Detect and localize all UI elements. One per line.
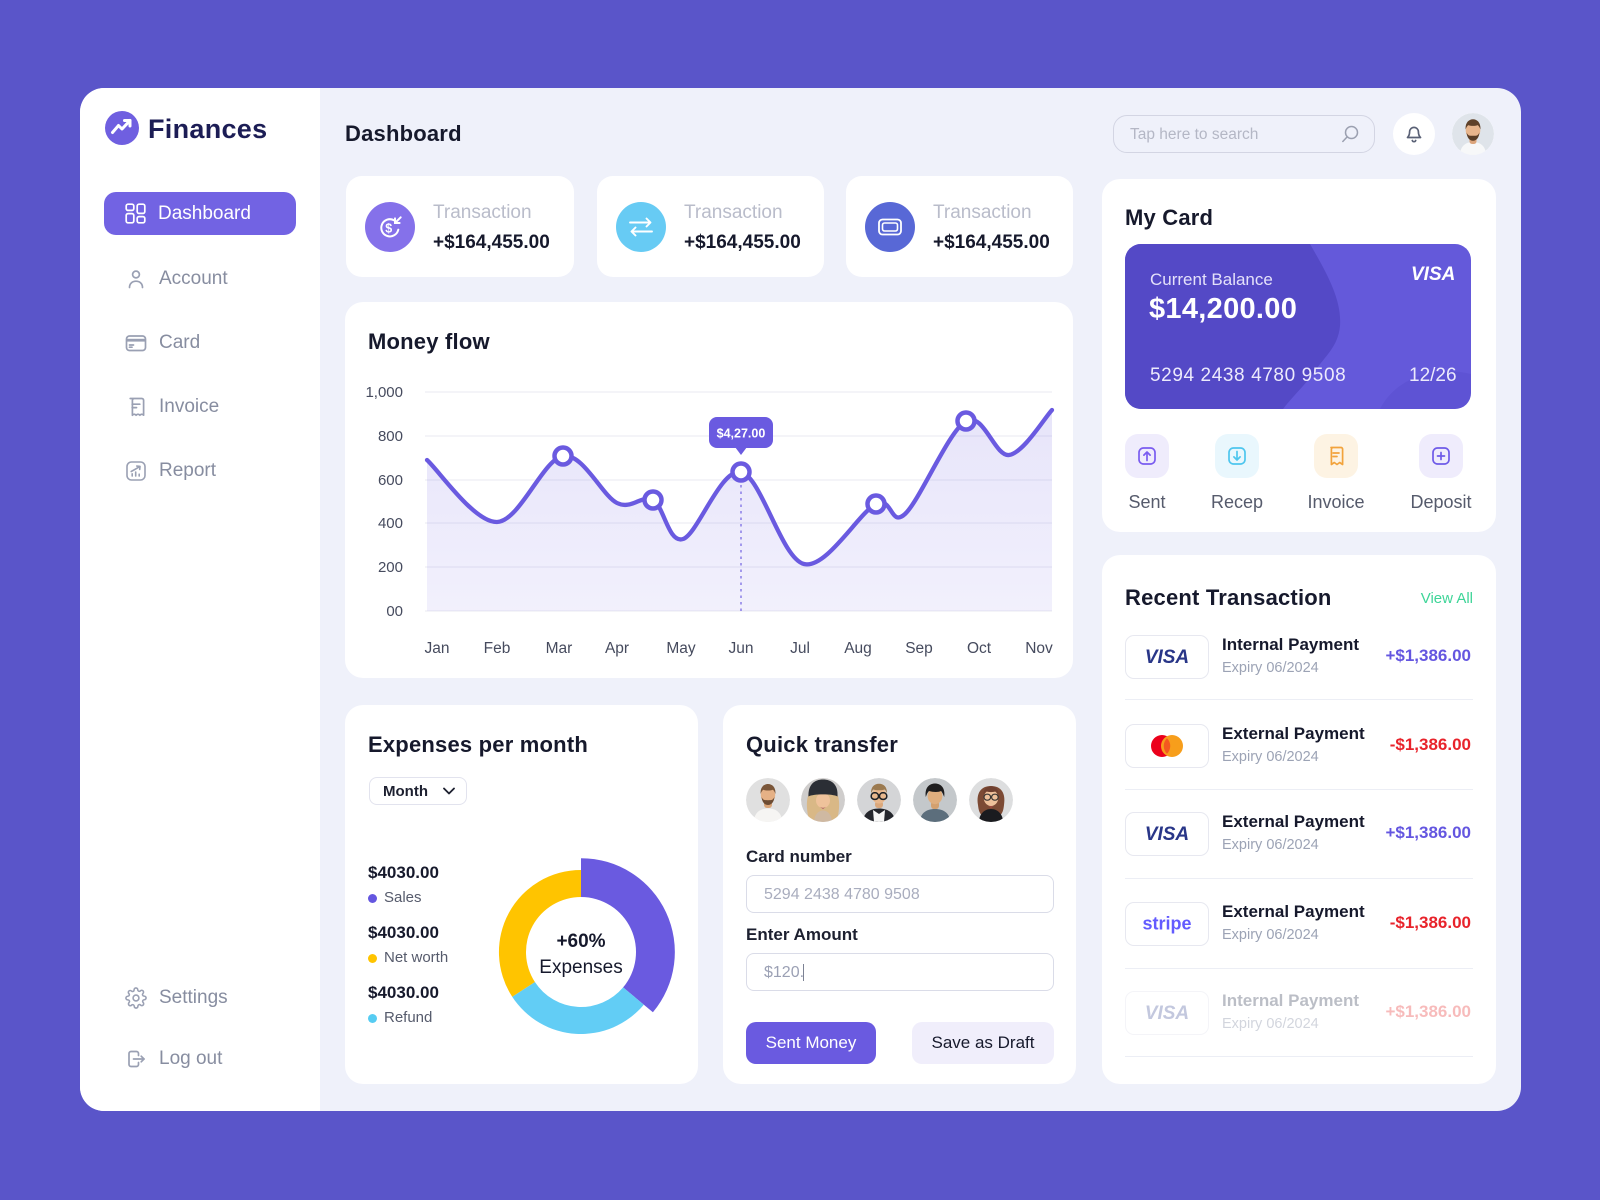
svg-text:$4,27.00: $4,27.00 [717, 427, 766, 441]
svg-text:+60%: +60% [556, 931, 605, 952]
svg-text:stripe: stripe [1142, 914, 1191, 934]
svg-text:00: 00 [386, 603, 403, 620]
svg-text:Feb: Feb [484, 640, 511, 657]
svg-text:200: 200 [378, 559, 403, 576]
svg-text:800: 800 [378, 428, 403, 445]
svg-text:Sep: Sep [905, 640, 933, 657]
svg-text:Mar: Mar [546, 640, 573, 657]
svg-text:Apr: Apr [605, 640, 629, 657]
svg-text:1,000: 1,000 [365, 384, 403, 401]
svg-text:Expenses: Expenses [539, 957, 622, 978]
svg-text:VISA: VISA [1145, 1003, 1189, 1024]
svg-text:Jun: Jun [729, 640, 754, 657]
svg-text:600: 600 [378, 472, 403, 489]
svg-text:$: $ [385, 222, 392, 236]
svg-text:VISA: VISA [1145, 647, 1189, 668]
svg-text:Aug: Aug [844, 640, 872, 657]
svg-text:400: 400 [378, 515, 403, 532]
svg-text:VISA: VISA [1411, 264, 1455, 285]
svg-text:Jan: Jan [425, 640, 450, 657]
svg-text:Jul: Jul [790, 640, 810, 657]
svg-text:VISA: VISA [1145, 824, 1189, 845]
svg-text:Oct: Oct [967, 640, 992, 657]
svg-text:May: May [666, 640, 696, 657]
svg-text:Nov: Nov [1025, 640, 1053, 657]
